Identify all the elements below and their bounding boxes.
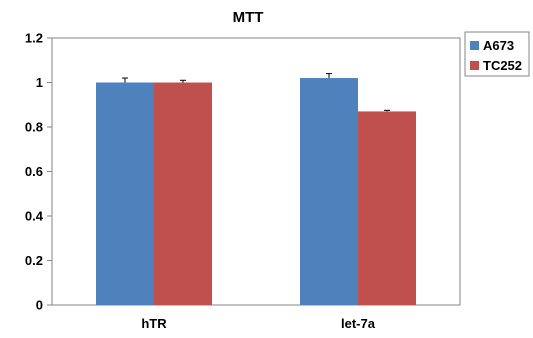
y-tick-label: 0.8 bbox=[25, 120, 43, 135]
legend-swatch-a673 bbox=[470, 41, 479, 50]
y-tick-label: 0.4 bbox=[25, 209, 44, 224]
y-tick-label: 0.6 bbox=[25, 164, 43, 179]
category-label: hTR bbox=[141, 316, 167, 331]
y-tick-label: 1.2 bbox=[25, 31, 43, 46]
legend-label-tc252: TC252 bbox=[483, 58, 522, 73]
bar-tc252-let-7a bbox=[358, 111, 416, 305]
legend: A673 TC252 bbox=[464, 31, 530, 77]
legend-label-a673: A673 bbox=[483, 38, 514, 53]
bars bbox=[96, 73, 416, 305]
x-axis-categories: hTR let-7a bbox=[141, 316, 375, 331]
legend-swatch-tc252 bbox=[470, 61, 479, 70]
bar-a673-let-7a bbox=[300, 78, 358, 305]
y-tick-label: 0 bbox=[36, 298, 43, 313]
y-axis-ticks: 0 0.2 0.4 0.6 0.8 1 1.2 bbox=[25, 31, 52, 313]
chart-title: MTT bbox=[233, 9, 264, 26]
y-tick-label: 0.2 bbox=[25, 253, 43, 268]
y-tick-label: 1 bbox=[36, 75, 43, 90]
category-label: let-7a bbox=[341, 316, 376, 331]
bar-a673-htr bbox=[96, 82, 154, 305]
bar-tc252-htr bbox=[154, 82, 212, 305]
